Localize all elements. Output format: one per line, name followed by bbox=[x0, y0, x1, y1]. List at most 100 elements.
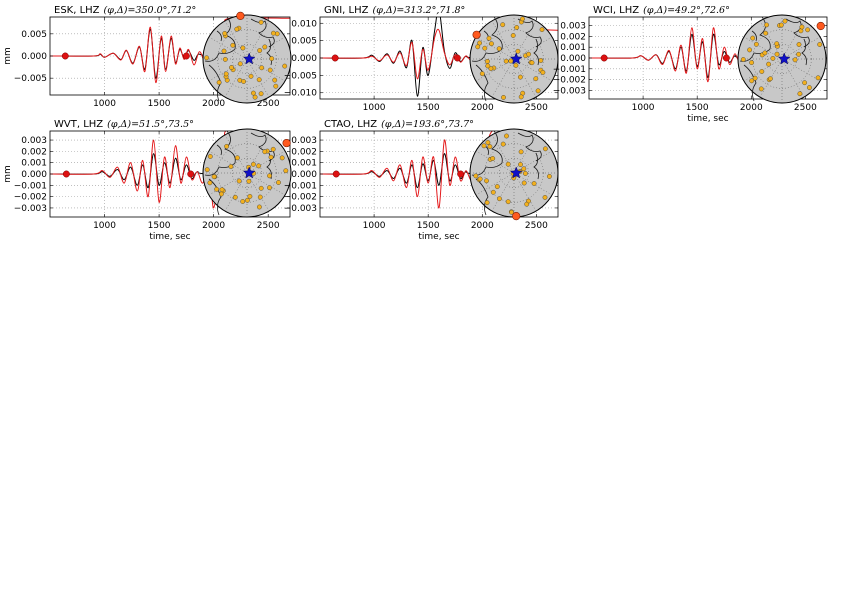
station-marker bbox=[815, 75, 821, 81]
station-marker bbox=[279, 155, 285, 161]
y-tick-label: 0.000 bbox=[21, 52, 47, 62]
station-marker bbox=[258, 19, 264, 25]
station-marker bbox=[481, 143, 487, 149]
y-tick-label: 0.003 bbox=[291, 136, 317, 146]
station-marker bbox=[262, 44, 268, 50]
phase-marker bbox=[332, 170, 340, 178]
station-marker bbox=[799, 24, 805, 30]
station-marker bbox=[490, 156, 496, 161]
y-tick-label: 0.000 bbox=[291, 170, 317, 180]
x-tick-label: 1000 bbox=[93, 99, 116, 109]
station-marker bbox=[762, 50, 768, 56]
station-marker bbox=[246, 178, 252, 184]
station-marker bbox=[797, 91, 803, 97]
coastline bbox=[471, 130, 542, 216]
panel-title-station: WVT, LHZ bbox=[54, 119, 103, 130]
station-marker bbox=[796, 51, 801, 57]
station-marker bbox=[488, 66, 494, 72]
x-tick-label: 1500 bbox=[417, 103, 440, 113]
y-tick-label: −0.005 bbox=[284, 71, 317, 81]
coastline-path bbox=[785, 18, 810, 48]
coastline-path bbox=[517, 132, 542, 162]
panel-title-station: ESK, LHZ bbox=[54, 5, 100, 16]
y-tick-label: 0.010 bbox=[291, 19, 317, 29]
x-tick-label: 2500 bbox=[257, 221, 280, 231]
y-tick-label: −0.010 bbox=[284, 89, 318, 99]
station-marker bbox=[796, 42, 802, 47]
station-marker bbox=[276, 180, 281, 185]
coastline-path bbox=[204, 16, 236, 62]
station-marker bbox=[247, 193, 253, 199]
station-marker bbox=[473, 173, 479, 179]
station-marker bbox=[500, 22, 506, 28]
station-marker bbox=[224, 143, 230, 149]
coastline-path bbox=[751, 30, 757, 42]
x-tick-label: 1500 bbox=[686, 103, 709, 113]
coastline-path bbox=[475, 178, 489, 216]
station-marker bbox=[766, 61, 771, 67]
event-star-icon bbox=[509, 52, 523, 65]
station-marker bbox=[759, 69, 765, 74]
graticule bbox=[499, 158, 529, 188]
station-marker bbox=[542, 194, 548, 200]
graticule bbox=[217, 143, 277, 203]
station-marker bbox=[256, 163, 262, 169]
globe-map bbox=[737, 14, 827, 104]
x-tick-label: 1000 bbox=[363, 221, 386, 231]
station-marker bbox=[740, 57, 746, 62]
y-tick-label: −0.001 bbox=[284, 181, 317, 191]
station-marker bbox=[489, 41, 494, 47]
station-marker bbox=[272, 77, 278, 83]
station-marker bbox=[539, 27, 545, 32]
station-marker bbox=[496, 46, 502, 52]
x-axis-label: time, sec bbox=[418, 232, 459, 242]
station-marker bbox=[252, 94, 258, 100]
station-marker bbox=[538, 58, 544, 63]
station-marker bbox=[270, 146, 276, 152]
station-marker bbox=[257, 48, 263, 53]
station-marker bbox=[547, 173, 552, 179]
y-tick-label: 0.003 bbox=[560, 22, 586, 32]
y-tick-label: 0.002 bbox=[560, 32, 586, 42]
station-marker bbox=[523, 171, 528, 176]
station-marker bbox=[475, 44, 481, 50]
station-marker bbox=[768, 76, 773, 82]
coastline-path bbox=[801, 38, 807, 66]
seismogram-panel-esk: 1000 1500 2000 2500 −0.005 0.000 0.005 mm ESK, L… bbox=[3, 5, 292, 109]
coastline bbox=[739, 16, 810, 102]
y-tick-label: −0.002 bbox=[553, 76, 586, 86]
y-tick-label: −0.002 bbox=[14, 193, 47, 203]
station-marker bbox=[228, 164, 234, 170]
event-star-icon bbox=[242, 52, 256, 65]
station-marker bbox=[508, 58, 514, 64]
station-marker bbox=[754, 41, 759, 47]
y-tick-label: −0.002 bbox=[284, 193, 317, 203]
phase-marker bbox=[722, 54, 730, 62]
y-tick-label: 0.005 bbox=[291, 37, 317, 47]
panel-title-station: WCI, LHZ bbox=[593, 5, 639, 16]
active-station-marker bbox=[472, 30, 481, 39]
y-tick-label: −0.005 bbox=[14, 74, 47, 84]
station-marker bbox=[222, 57, 228, 62]
station-marker bbox=[484, 178, 489, 184]
y-tick-label: −0.001 bbox=[14, 181, 47, 191]
graticule bbox=[217, 29, 277, 89]
station-marker bbox=[514, 25, 520, 30]
station-marker bbox=[509, 209, 514, 215]
y-tick-label: 0.005 bbox=[21, 30, 47, 40]
panel-title-params: (φ,Δ)=49.2°,72.6° bbox=[643, 5, 730, 16]
x-tick-label: 1000 bbox=[632, 103, 655, 113]
active-station-marker bbox=[816, 21, 825, 31]
panel-title: WVT, LHZ (φ,Δ)=51.5°,73.5° bbox=[54, 119, 194, 130]
active-station-marker bbox=[236, 11, 245, 20]
coastline-path bbox=[204, 130, 236, 176]
coastline-path bbox=[517, 18, 542, 48]
coastline-path bbox=[471, 130, 503, 176]
station-marker bbox=[486, 35, 492, 41]
station-marker bbox=[490, 189, 496, 195]
x-tick-label: 1000 bbox=[93, 221, 116, 231]
station-marker bbox=[240, 45, 246, 51]
graticule bbox=[232, 158, 262, 188]
station-marker bbox=[501, 95, 506, 100]
phase-marker bbox=[62, 170, 70, 178]
